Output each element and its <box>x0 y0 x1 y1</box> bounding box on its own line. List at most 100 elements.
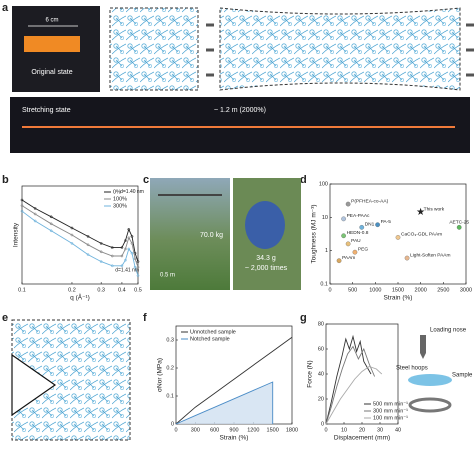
marker <box>130 242 134 245</box>
x-tick-label: 2500 <box>437 287 449 293</box>
marker <box>20 204 24 207</box>
x-tick-label: 600 <box>210 427 219 433</box>
marker <box>70 242 74 245</box>
marker <box>33 207 37 210</box>
notch <box>11 353 57 417</box>
marker <box>133 257 137 261</box>
point-label: PAAm <box>342 255 355 261</box>
marker <box>395 235 401 240</box>
marker <box>49 229 53 233</box>
line <box>21 210 139 276</box>
marker <box>110 254 114 258</box>
panel-label: d <box>300 174 307 186</box>
marker <box>86 253 90 256</box>
y-tick-label: 0 <box>171 421 174 427</box>
line <box>21 205 139 268</box>
marker <box>33 219 37 223</box>
line <box>325 345 376 425</box>
point-label: AETC-25 <box>449 220 469 226</box>
stretched-schematic <box>219 7 461 91</box>
network-schematic <box>109 7 199 91</box>
marker <box>341 216 346 222</box>
width-label: 6 cm <box>45 18 58 24</box>
hand <box>245 201 285 249</box>
scale-label: 0.5 m <box>160 273 175 279</box>
x-tick-label: 300 <box>191 427 200 433</box>
x-tick-label: 0.2 <box>68 287 76 293</box>
panel-label: b <box>2 174 9 186</box>
load-label: 70.0 kg <box>200 232 223 239</box>
y-tick-label: 60 <box>318 346 324 352</box>
point-label: CaCO₃-GDL PAAm <box>401 232 442 238</box>
x-axis-label: q (Å⁻¹) <box>70 293 90 302</box>
x-tick-label: 0.1 <box>18 287 26 293</box>
point-label: PA-5 <box>381 219 392 225</box>
x-tick-label: 0 <box>328 287 331 293</box>
legend-label: 100% <box>113 196 127 202</box>
y-tick-label: 40 <box>318 371 324 377</box>
cycles-label: ~ 2,000 times <box>245 265 288 272</box>
x-tick-label: 1200 <box>247 427 259 433</box>
marker <box>341 233 346 239</box>
marker <box>359 225 365 230</box>
marker <box>124 258 127 262</box>
stretch-photo <box>10 97 470 153</box>
steel-hoop <box>408 397 452 413</box>
panel-label: e <box>2 312 8 324</box>
x-tick-label: 0.5 <box>134 287 142 293</box>
marker <box>345 201 351 207</box>
marker <box>124 247 127 251</box>
x-axis-label: Strain (%) <box>220 435 249 442</box>
marker <box>352 249 358 255</box>
marker <box>86 243 90 247</box>
y-tick-label: 10 <box>322 215 328 221</box>
marker <box>20 198 24 202</box>
x-tick-label: 20 <box>359 427 365 433</box>
marker <box>136 274 140 277</box>
marker <box>127 228 131 231</box>
marker <box>70 233 74 237</box>
legend-label: 500 mm min⁻¹ <box>373 401 408 407</box>
x-tick-label: 2000 <box>415 287 427 293</box>
x-axis-label: Displacement (mm) <box>334 435 390 442</box>
x-tick-label: 0 <box>174 427 177 433</box>
panel-label: g <box>300 312 307 324</box>
point-label: DN1 <box>365 222 375 228</box>
loading-nose <box>420 335 426 359</box>
legend-label: 300 mm min⁻¹ <box>373 408 408 414</box>
line <box>325 334 372 425</box>
point-label: This work <box>424 207 445 213</box>
legend-label: 100 mm min⁻¹ <box>373 415 408 421</box>
marker <box>86 235 90 238</box>
marker <box>130 235 134 238</box>
y-tick-label: 0 <box>321 421 324 427</box>
line <box>21 199 139 262</box>
marker <box>120 254 124 258</box>
y-tick-label: 0.1 <box>166 393 174 399</box>
point-label: P(PFHEA-co-AA) <box>351 198 388 204</box>
y-tick-label: 0.3 <box>166 337 174 343</box>
x-tick-label: 0 <box>324 427 327 433</box>
sample-strip <box>24 36 80 52</box>
marker <box>130 251 134 255</box>
marker <box>336 258 342 264</box>
marker <box>120 246 124 249</box>
marker <box>49 222 53 226</box>
panel-label: a <box>2 2 9 14</box>
point-label: Light-Soften PAAm <box>410 252 450 258</box>
y-tick-label: 0.1 <box>320 281 328 287</box>
y-tick-label: 0.2 <box>166 365 174 371</box>
point-label: PEG <box>358 246 368 252</box>
line <box>175 336 293 425</box>
x-axis-label: Strain (%) <box>384 295 413 302</box>
marker <box>99 250 103 254</box>
panel-label: c <box>143 174 149 186</box>
x-tick-label: 30 <box>377 427 383 433</box>
y-tick-label: 1 <box>325 248 328 254</box>
x-tick-label: 10 <box>341 427 347 433</box>
marker <box>127 236 131 240</box>
marker <box>136 265 140 269</box>
x-tick-label: 1500 <box>267 427 279 433</box>
x-tick-label: 1800 <box>286 427 298 433</box>
marker <box>110 246 114 249</box>
